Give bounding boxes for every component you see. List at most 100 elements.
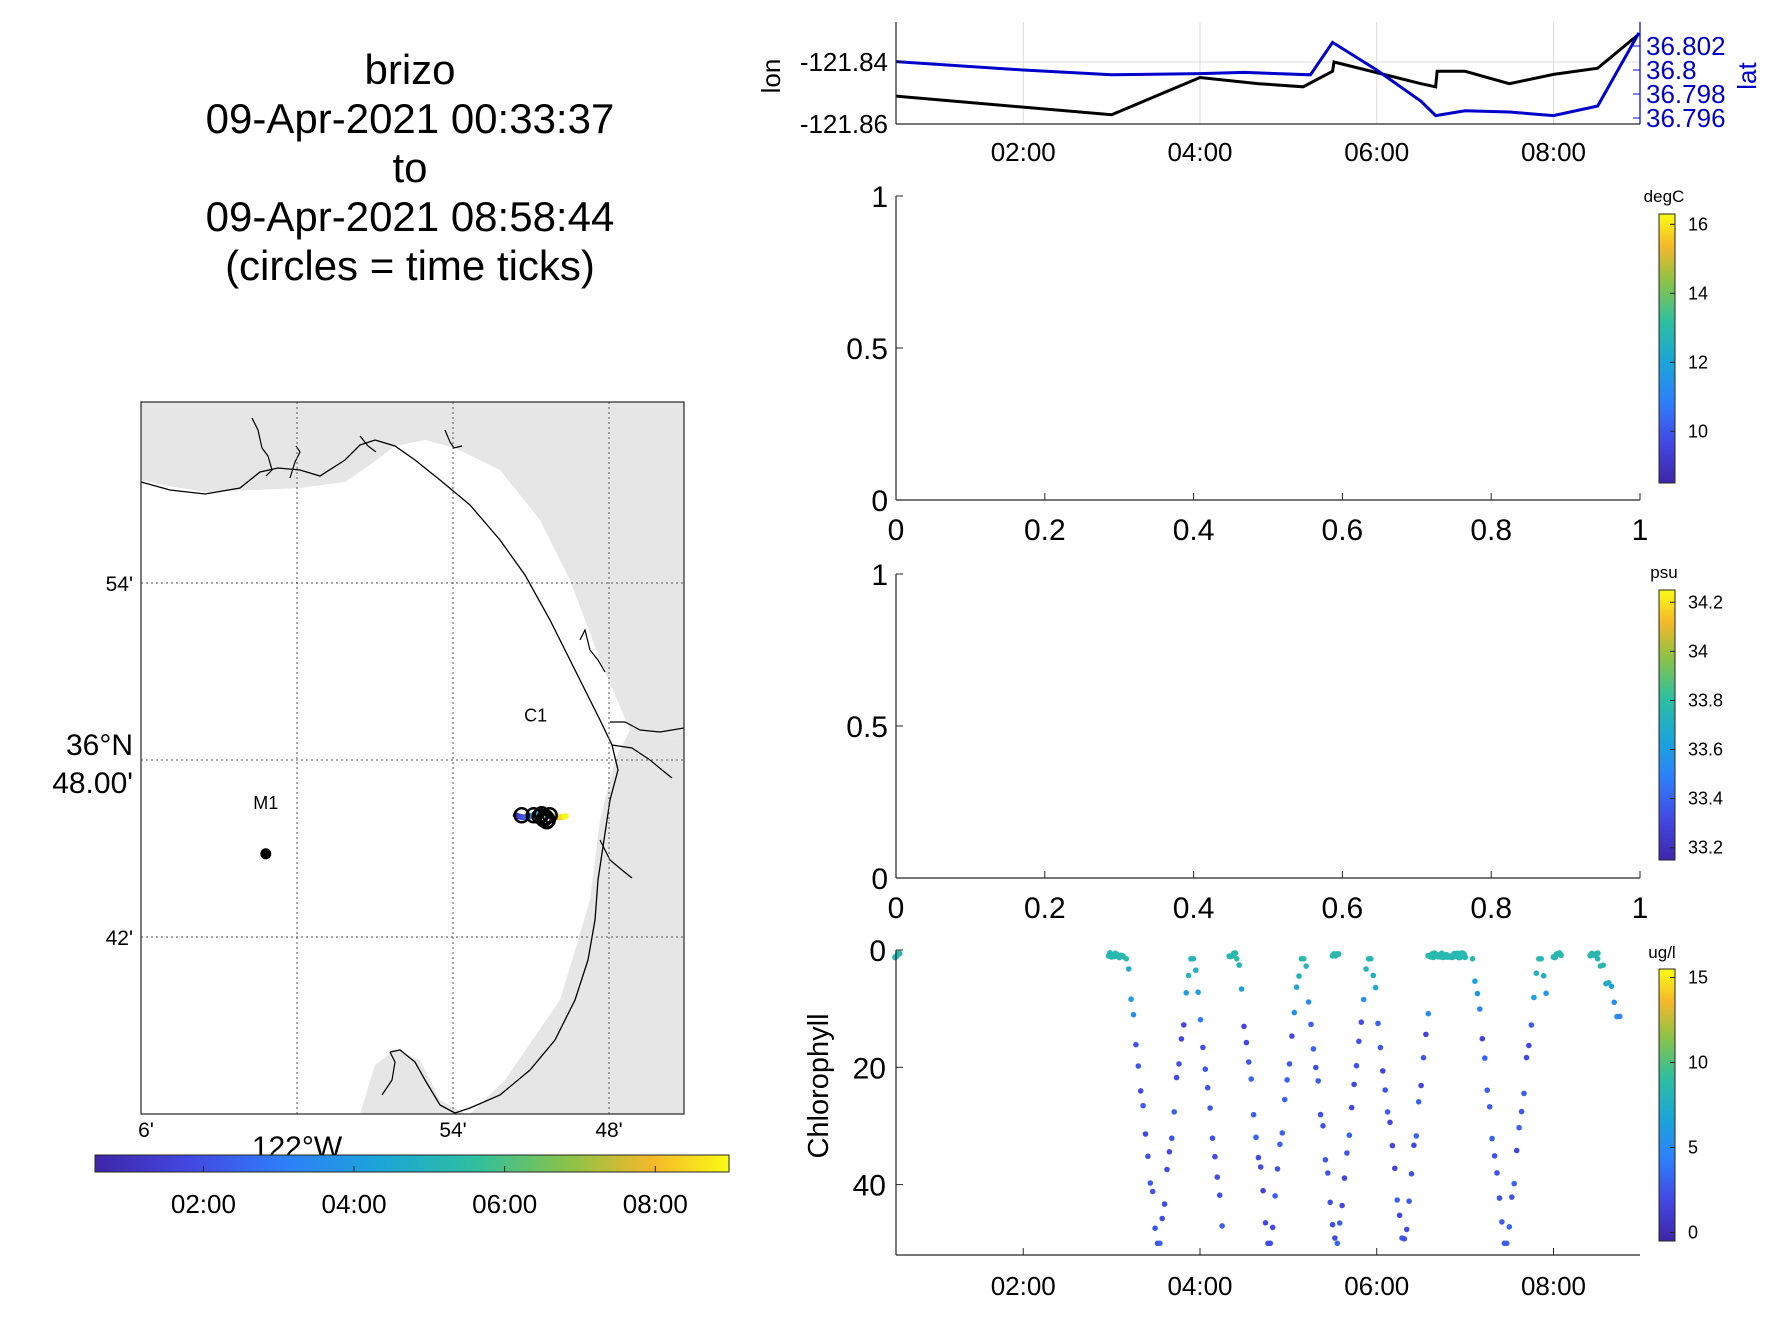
chlorophyll-point: [1387, 1119, 1393, 1126]
station-label: M1: [253, 793, 278, 813]
chlorophyll-point: [1608, 983, 1615, 990]
chlorophyll-point: [1315, 1078, 1321, 1084]
x-tick-label: 0: [888, 514, 905, 547]
chlorophyll-point: [1274, 1166, 1281, 1172]
map-graticule: [141, 402, 684, 1114]
chlorophyll-point: [1368, 956, 1374, 962]
vehicle-track: [512, 806, 569, 830]
colorbar-tick-label: 10: [1688, 1053, 1708, 1073]
chlorophyll-point: [1477, 1006, 1483, 1012]
chlorophyll-point: [1157, 1240, 1163, 1247]
chlorophyll-point: [1336, 1220, 1343, 1226]
chlorophyll-point: [1293, 984, 1300, 990]
salinity-colorbar: [1658, 589, 1676, 861]
chlorophyll-point: [1253, 1134, 1259, 1141]
chlorophyll-point: [1327, 1199, 1333, 1206]
chlorophyll-point: [1360, 996, 1367, 1003]
y-tick-label: 1: [871, 559, 888, 592]
chlorophyll-point: [1195, 989, 1201, 995]
chlorophyll-point: [1496, 1195, 1503, 1201]
chlorophyll-point: [1176, 1061, 1182, 1067]
chlorophyll-point: [1296, 973, 1302, 979]
chlorophyll-point: [1214, 1174, 1221, 1180]
colorbar-tick-label: 15: [1688, 968, 1708, 988]
chlorophyll-point: [1171, 1109, 1177, 1115]
y-tick-label: 20: [853, 1052, 886, 1085]
river-south-1: [381, 1051, 396, 1096]
chlorophyll-point: [1332, 1235, 1338, 1241]
land-east: [470, 730, 684, 1114]
lat-tick-label: 54': [106, 573, 133, 596]
y-tick-label: 0: [869, 935, 886, 968]
chlorophyll-point: [1234, 956, 1240, 962]
colorbar-tick-label: 33.2: [1688, 838, 1723, 858]
salinity-panel: 0 0.2 0.4 0.6 0.8 1 0 0.5 1 33.2 33.4 33.6 33.8 34 34…: [846, 559, 1723, 925]
chlorophyll-point: [1135, 1063, 1142, 1069]
chlorophyll-point: [1255, 1154, 1262, 1161]
lon-tick-label: 54': [439, 1119, 466, 1142]
time-colorbar-label: 06:00: [472, 1189, 537, 1219]
chlorophyll-point: [1284, 1077, 1290, 1083]
chlorophyll-surface-point: [1462, 954, 1469, 961]
chlorophyll-point: [1408, 1171, 1415, 1177]
land-north: [141, 402, 684, 740]
lat-tick-label: 36.798: [1646, 79, 1726, 109]
time-tick-circle: [513, 807, 530, 824]
chlorophyll-point: [1202, 1066, 1209, 1072]
chlorophyll-point: [1178, 1036, 1185, 1042]
lat-tick-label: 36°N: [66, 729, 133, 762]
chlorophyll-point: [1173, 1074, 1180, 1081]
chlorophyll-point: [1394, 1197, 1400, 1203]
time-colorbar: [94, 1154, 730, 1173]
chlorophyll-point: [1423, 1031, 1429, 1038]
land-south: [360, 1050, 465, 1114]
colorbar-tick-label: 33.4: [1688, 789, 1723, 809]
chlorophyll-point: [1219, 1223, 1225, 1229]
lon-axis-label: lon: [756, 59, 786, 94]
chlorophyll-point: [1133, 1041, 1139, 1048]
colorbar-tick-label: 33.6: [1688, 740, 1723, 760]
chlorophyll-point: [1356, 1038, 1362, 1045]
x-tick-label: 0.8: [1470, 514, 1512, 547]
temperature-colorbar: [1658, 213, 1676, 484]
chlorophyll-point: [1411, 1142, 1417, 1149]
chlorophyll-point: [1128, 996, 1134, 1002]
chlorophyll-point: [1260, 1187, 1266, 1194]
map-frame: [140, 401, 685, 1115]
chlorophyll-point: [1523, 1054, 1530, 1061]
chlorophyll-point: [1341, 1175, 1348, 1181]
chlorophyll-colorbar-ticks: 0 5 10 15: [1670, 968, 1708, 1243]
colorbar-tick-label: 0: [1688, 1223, 1698, 1243]
chlorophyll-point: [1281, 1096, 1288, 1103]
chlorophyll-point: [1370, 972, 1376, 979]
chlorophyll-point: [1334, 1240, 1341, 1247]
chlorophyll-point: [1504, 1240, 1510, 1247]
chlorophyll-point: [1262, 1220, 1269, 1226]
chlorophyll-point: [1149, 1188, 1156, 1195]
track-point: [562, 813, 569, 820]
chlorophyll-point: [1401, 1236, 1408, 1242]
chlorophyll-point: [1382, 1087, 1388, 1093]
chlorophyll-point: [1166, 1149, 1173, 1155]
chlorophyll-point: [1125, 966, 1132, 972]
chlorophyll-point: [1384, 1109, 1391, 1115]
x-tick-label: 0.4: [1173, 892, 1215, 925]
chlorophyll-surface-point: [1232, 950, 1239, 957]
coastline: [141, 439, 619, 1114]
chlorophyll-point: [1137, 1088, 1144, 1094]
chlorophyll-point: [1190, 956, 1197, 962]
chlorophyll-point: [1269, 1224, 1276, 1231]
x-tick-label: 0.4: [1173, 514, 1215, 547]
lon-tick-label: 6': [138, 1119, 154, 1142]
station-label: C1: [524, 705, 547, 725]
lat-tick-label: 42': [106, 927, 133, 950]
chlorophyll-point: [1358, 1019, 1365, 1025]
chlorophyll-point: [1479, 1035, 1486, 1042]
chlorophyll-axis-label: Chlorophyll: [803, 1013, 835, 1158]
chlorophyll-point: [1506, 1224, 1513, 1230]
chlorophyll-point: [1152, 1225, 1158, 1231]
chlorophyll-point: [1272, 1193, 1278, 1199]
colorbar-tick-label: 33.8: [1688, 690, 1723, 710]
chlorophyll-point: [1209, 1135, 1216, 1141]
chlorophyll-point: [1540, 973, 1547, 979]
